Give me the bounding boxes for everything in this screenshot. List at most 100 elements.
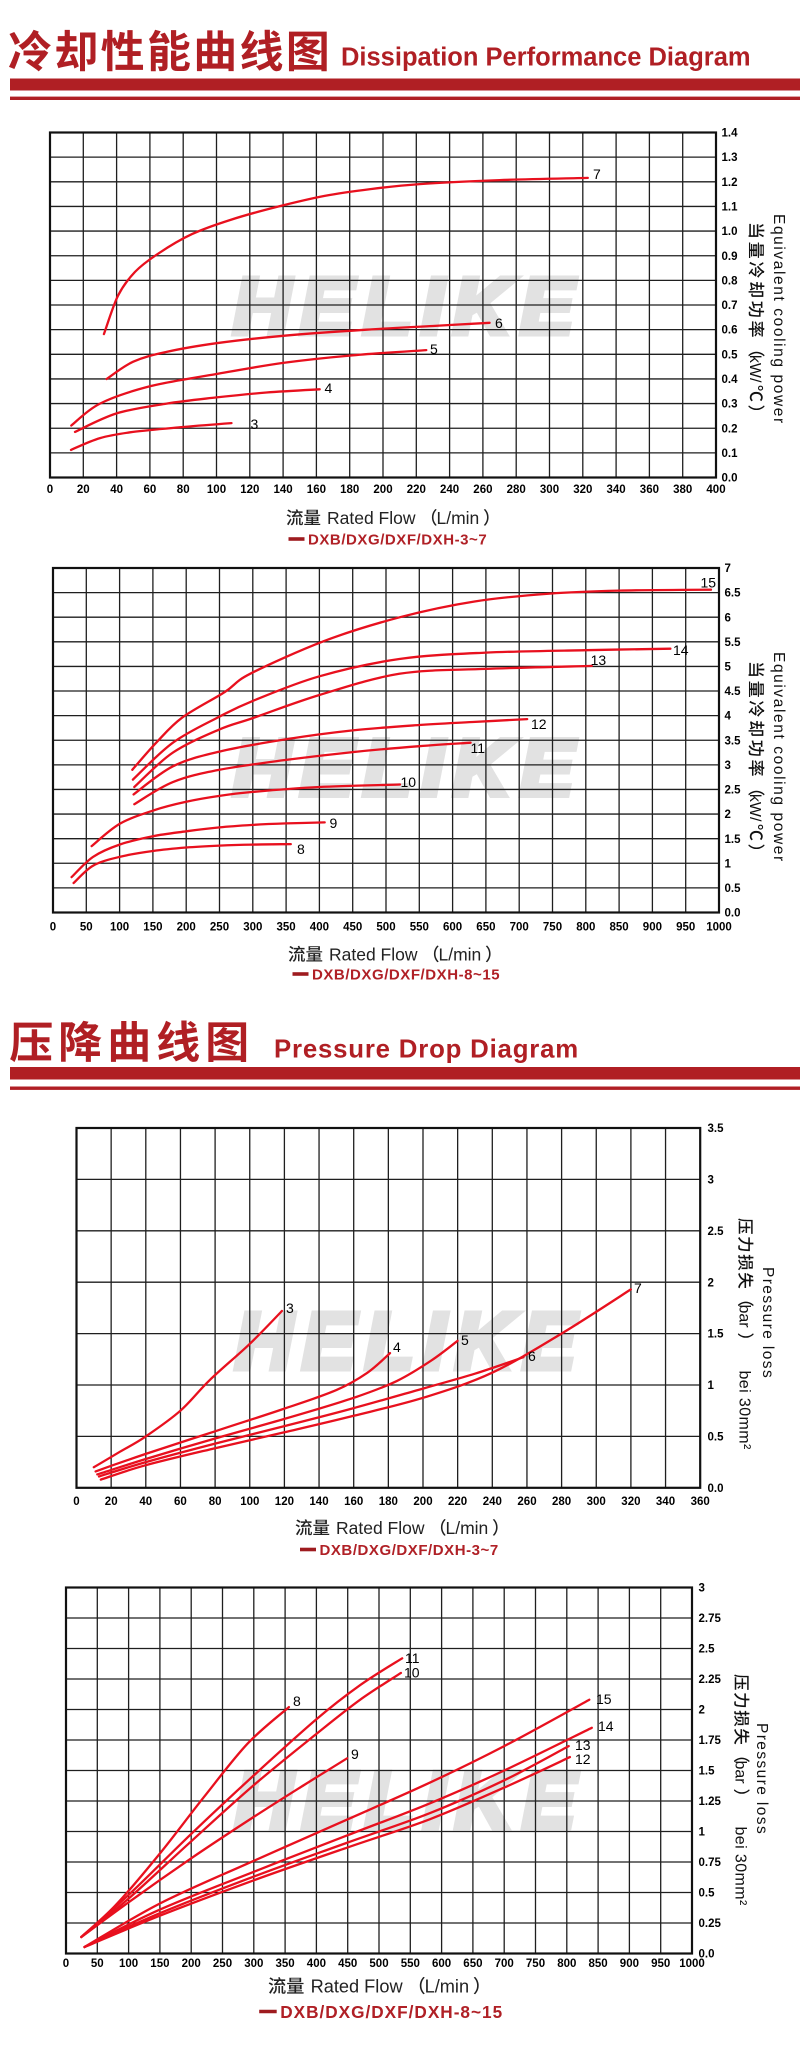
svg-text:6: 6 — [495, 315, 503, 331]
svg-text:180: 180 — [379, 1496, 398, 1508]
svg-text:140: 140 — [274, 484, 293, 496]
svg-text:40: 40 — [139, 1496, 152, 1508]
svg-text:0: 0 — [63, 1958, 69, 1970]
svg-text:14: 14 — [673, 642, 689, 658]
svg-text:bei 30mm²: bei 30mm² — [732, 1827, 749, 1906]
svg-text:220: 220 — [407, 484, 426, 496]
svg-text:400: 400 — [706, 484, 725, 496]
svg-text:2.75: 2.75 — [699, 1613, 722, 1625]
svg-text:11: 11 — [471, 740, 486, 756]
svg-text:100: 100 — [207, 484, 226, 496]
svg-text:0.75: 0.75 — [699, 1857, 722, 1869]
svg-text:1: 1 — [699, 1827, 706, 1839]
svg-text:850: 850 — [589, 1958, 608, 1970]
svg-text:450: 450 — [343, 922, 362, 934]
svg-text:500: 500 — [369, 1958, 388, 1970]
svg-text:350: 350 — [277, 922, 296, 934]
svg-text:120: 120 — [240, 484, 259, 496]
svg-text:700: 700 — [495, 1958, 514, 1970]
svg-text:1.25: 1.25 — [699, 1796, 722, 1808]
svg-text:Pressure loss: Pressure loss — [753, 1723, 770, 1835]
svg-text:40: 40 — [110, 484, 123, 496]
svg-text:0.2: 0.2 — [722, 423, 738, 435]
svg-text:DXB/DXG/DXF/DXH-8~15: DXB/DXG/DXF/DXH-8~15 — [312, 967, 500, 984]
svg-text:15: 15 — [701, 575, 717, 591]
svg-text:1000: 1000 — [679, 1958, 705, 1970]
svg-text:800: 800 — [557, 1958, 576, 1970]
svg-text:1000: 1000 — [706, 922, 732, 934]
svg-text:3: 3 — [286, 1300, 294, 1316]
svg-text:bar: bar — [736, 1305, 753, 1329]
svg-text:360: 360 — [691, 1496, 710, 1508]
svg-text:Equivalent cooling power: Equivalent cooling power — [770, 652, 787, 863]
svg-text:13: 13 — [591, 652, 607, 668]
svg-text:Equivalent cooling power: Equivalent cooling power — [770, 214, 787, 425]
svg-text:340: 340 — [607, 484, 626, 496]
svg-text:0.4: 0.4 — [722, 374, 739, 386]
svg-text:0.5: 0.5 — [708, 1432, 725, 1444]
svg-text:0.0: 0.0 — [725, 908, 741, 920]
svg-text:6: 6 — [725, 612, 731, 624]
svg-text:L/min: L/min — [446, 1518, 489, 1538]
svg-text:280: 280 — [507, 484, 526, 496]
svg-text:HELIKE: HELIKE — [233, 262, 583, 351]
svg-text:0.3: 0.3 — [722, 399, 738, 411]
svg-text:400: 400 — [307, 1958, 326, 1970]
svg-text:160: 160 — [344, 1496, 363, 1508]
svg-text:0.0: 0.0 — [708, 1483, 724, 1495]
svg-text:20: 20 — [105, 1496, 118, 1508]
svg-text:340: 340 — [656, 1496, 675, 1508]
svg-text:10: 10 — [404, 1665, 420, 1681]
svg-text:bar: bar — [732, 1761, 749, 1785]
svg-text:4: 4 — [393, 1339, 401, 1355]
svg-text:1.1: 1.1 — [722, 202, 739, 214]
svg-text:500: 500 — [376, 922, 395, 934]
svg-text:5: 5 — [461, 1332, 469, 1348]
svg-text:5.5: 5.5 — [725, 637, 742, 649]
svg-text:3.5: 3.5 — [725, 735, 742, 747]
svg-text:4: 4 — [725, 711, 732, 723]
svg-text:0.1: 0.1 — [722, 448, 739, 460]
svg-text:0.25: 0.25 — [699, 1918, 722, 1930]
svg-text:DXB/DXG/DXF/DXH-8~15: DXB/DXG/DXF/DXH-8~15 — [280, 2002, 503, 2022]
svg-text:1.3: 1.3 — [722, 152, 738, 164]
svg-text:250: 250 — [210, 922, 229, 934]
svg-text:150: 150 — [150, 1958, 169, 1970]
svg-text:15: 15 — [596, 1691, 612, 1707]
svg-text:L/min: L/min — [437, 508, 480, 528]
svg-text:2: 2 — [708, 1277, 714, 1289]
svg-text:Pressure loss: Pressure loss — [759, 1267, 776, 1379]
svg-text:12: 12 — [575, 1751, 591, 1767]
svg-text:300: 300 — [244, 1958, 263, 1970]
svg-text:0: 0 — [50, 922, 56, 934]
svg-text:9: 9 — [351, 1746, 359, 1762]
svg-text:100: 100 — [240, 1496, 259, 1508]
svg-text:100: 100 — [110, 922, 129, 934]
svg-text:200: 200 — [182, 1958, 201, 1970]
svg-text:1: 1 — [725, 858, 732, 870]
svg-text:0.7: 0.7 — [722, 300, 738, 312]
svg-text:240: 240 — [440, 484, 459, 496]
svg-text:900: 900 — [620, 1958, 639, 1970]
svg-text:260: 260 — [473, 484, 492, 496]
svg-text:1.5: 1.5 — [699, 1766, 716, 1778]
svg-text:600: 600 — [443, 922, 462, 934]
svg-text:7: 7 — [725, 563, 731, 575]
svg-text:100: 100 — [119, 1958, 138, 1970]
svg-text:650: 650 — [463, 1958, 482, 1970]
svg-text:3.5: 3.5 — [708, 1123, 725, 1135]
svg-text:650: 650 — [476, 922, 495, 934]
svg-text:8: 8 — [293, 1693, 301, 1709]
svg-text:bei 30mm²: bei 30mm² — [736, 1371, 753, 1450]
svg-text:380: 380 — [673, 484, 692, 496]
svg-text:700: 700 — [510, 922, 529, 934]
svg-text:850: 850 — [610, 922, 629, 934]
svg-text:0: 0 — [73, 1496, 79, 1508]
svg-text:20: 20 — [77, 484, 90, 496]
svg-text:11: 11 — [405, 1650, 420, 1666]
svg-text:Rated Flow: Rated Flow — [327, 508, 416, 528]
svg-text:550: 550 — [401, 1958, 420, 1970]
svg-text:300: 300 — [540, 484, 559, 496]
svg-text:50: 50 — [91, 1958, 104, 1970]
svg-text:140: 140 — [309, 1496, 328, 1508]
